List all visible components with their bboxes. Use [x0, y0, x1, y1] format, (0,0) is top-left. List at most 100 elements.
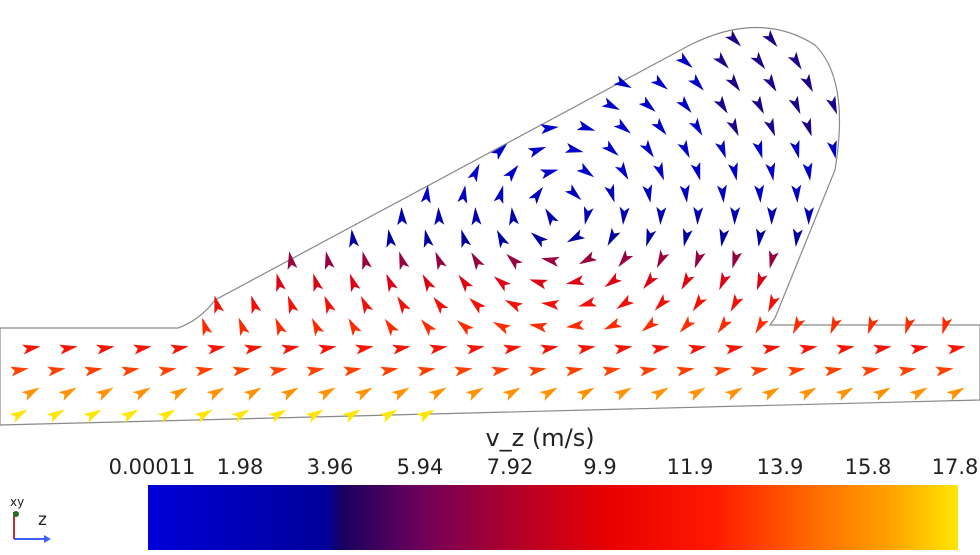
- vector-arrow: [604, 183, 615, 203]
- vector-arrow: [578, 251, 598, 265]
- vector-arrow: [601, 140, 619, 156]
- vector-arrow: [676, 366, 695, 377]
- vector-arrow: [84, 366, 103, 377]
- vector-arrow: [194, 409, 213, 423]
- vector-arrow: [694, 249, 706, 269]
- vector-arrow: [762, 344, 781, 355]
- vector-arrow: [132, 387, 151, 401]
- vector-arrow: [471, 207, 482, 226]
- vector-arrow: [391, 387, 410, 401]
- vector-arrow: [935, 366, 954, 377]
- vector-arrow: [830, 315, 842, 335]
- vector-arrow: [769, 250, 779, 269]
- axis-z-label: z: [38, 510, 47, 530]
- vector-arrow: [566, 229, 586, 243]
- vector-arrow: [416, 409, 435, 423]
- vector-arrow: [490, 143, 508, 160]
- vector-arrow: [420, 185, 431, 204]
- vector-arrow: [540, 124, 559, 135]
- vector-arrow: [280, 387, 299, 401]
- vector-arrow: [801, 117, 812, 137]
- vector-arrow: [59, 344, 78, 355]
- vector-arrow: [692, 293, 708, 312]
- vector-arrow: [904, 315, 916, 335]
- vector-arrow: [422, 274, 436, 293]
- vector-arrow: [675, 52, 693, 68]
- orientation-axes-icon: xy: [10, 495, 51, 543]
- vector-arrow: [616, 294, 635, 310]
- vector-arrow: [873, 344, 892, 355]
- vector-arrow: [434, 207, 445, 226]
- vector-arrow: [690, 161, 701, 181]
- vector-arrow: [133, 344, 152, 355]
- vector-arrow: [287, 251, 298, 270]
- vector-arrow: [787, 51, 802, 70]
- vector-arrow: [528, 186, 544, 205]
- vector-arrow: [238, 317, 250, 337]
- vector-arrow: [170, 344, 189, 355]
- vector-arrow: [540, 256, 560, 267]
- vector-arrow: [207, 344, 226, 355]
- vector-arrow: [641, 316, 660, 332]
- vector-arrow: [324, 251, 335, 270]
- vector-arrow: [827, 140, 837, 159]
- vector-arrow: [947, 344, 966, 355]
- vector-arrow: [428, 387, 447, 401]
- vector-arrow: [719, 228, 730, 247]
- vector-arrow: [732, 249, 743, 269]
- vector-arrow: [765, 162, 776, 181]
- vector-arrow: [281, 344, 300, 355]
- vector-arrow: [602, 366, 621, 377]
- vector-arrow: [540, 299, 560, 310]
- colorbar-label: 13.9: [756, 455, 804, 479]
- vector-arrow: [349, 273, 361, 293]
- vector-arrow: [578, 296, 597, 307]
- colorbar-label: 17.8: [931, 455, 979, 479]
- vector-arrow: [456, 320, 474, 336]
- vector-arrow: [676, 95, 692, 113]
- vector-arrow: [713, 366, 732, 377]
- vector-arrow: [503, 164, 519, 183]
- vector-arrow: [496, 229, 510, 249]
- vector-arrow: [311, 317, 325, 337]
- vector-arrow: [530, 232, 548, 248]
- vector-arrow: [761, 387, 780, 401]
- vector-arrow: [529, 279, 548, 290]
- vector-arrow: [46, 409, 65, 423]
- vector-arrow: [767, 206, 778, 225]
- vector-arrow: [909, 387, 928, 401]
- vector-arrow: [461, 229, 472, 249]
- vector-arrow: [724, 387, 743, 401]
- vector-arrow: [656, 206, 667, 225]
- vector-arrow: [243, 387, 262, 401]
- vector-arrow: [492, 321, 512, 335]
- vector-arrow: [355, 344, 374, 355]
- vector-arrow: [798, 387, 817, 401]
- vector-arrow: [399, 251, 410, 271]
- colorbar-label: 3.96: [306, 455, 354, 479]
- vector-arrow: [58, 387, 77, 401]
- vector-arrow: [607, 227, 621, 246]
- vector-arrow: [577, 344, 596, 355]
- vector-arrow: [305, 409, 324, 423]
- vector-arrow: [539, 387, 558, 401]
- vector-arrow: [306, 366, 325, 377]
- vector-arrow: [646, 227, 657, 247]
- vector-arrow: [639, 366, 658, 377]
- colorbar: [148, 485, 958, 550]
- vector-arrow: [386, 273, 398, 293]
- vector-arrow: [688, 344, 707, 355]
- vector-arrow: [762, 73, 777, 92]
- vector-arrow: [618, 249, 634, 268]
- vector-arrow: [724, 30, 742, 47]
- vector-arrow: [792, 228, 803, 247]
- vector-arrow: [491, 366, 510, 377]
- vector-arrow: [232, 366, 251, 377]
- vector-arrow: [619, 206, 630, 225]
- vector-arrow: [386, 229, 397, 248]
- vector-arrow: [787, 366, 806, 377]
- vector-arrow: [603, 317, 623, 330]
- colorbar-label: 5.94: [396, 455, 444, 479]
- vector-arrow: [564, 142, 584, 153]
- vector-arrow: [433, 296, 449, 315]
